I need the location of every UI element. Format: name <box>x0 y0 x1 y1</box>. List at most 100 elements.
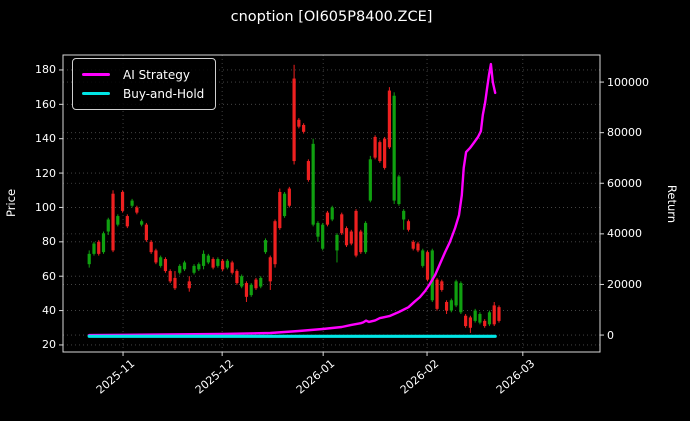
candle-body <box>368 159 372 201</box>
candle-body <box>416 243 420 251</box>
candle-body <box>163 259 168 272</box>
candle-body <box>173 277 177 289</box>
candle-body <box>311 143 315 225</box>
candle-body <box>130 200 134 206</box>
candle-body <box>268 257 272 282</box>
candle-body <box>387 90 391 148</box>
price-axis-label: Price <box>4 188 18 218</box>
candle-body <box>216 259 220 266</box>
candle-body <box>435 279 439 309</box>
return-tick-label: 100000 <box>607 75 649 89</box>
candle-body <box>287 188 291 206</box>
candle-body <box>168 271 172 282</box>
price-tick-label: 20 <box>42 338 56 352</box>
candle-body <box>454 281 458 306</box>
candle-body <box>221 260 225 270</box>
candle-body <box>335 234 339 251</box>
candle-body <box>440 281 444 290</box>
candle-body <box>259 277 263 287</box>
legend-label: AI Strategy <box>123 67 190 82</box>
legend-item-buy-and-hold: Buy-and-Hold <box>82 84 204 103</box>
candle-body <box>492 305 496 325</box>
candle-body <box>187 281 191 289</box>
candle-body <box>487 312 492 325</box>
candle-body <box>478 314 482 323</box>
candle-body <box>316 222 320 237</box>
candle-body <box>116 216 120 225</box>
return-tick-label: 60000 <box>607 176 642 190</box>
candle-body <box>349 231 353 244</box>
series-ai-strategy <box>87 62 497 337</box>
candle-body <box>254 279 258 289</box>
candle-body <box>383 138 387 168</box>
candle-body <box>182 262 187 270</box>
candle-body <box>135 207 139 213</box>
price-tick-label: 140 <box>35 132 56 146</box>
candle-body <box>192 265 196 273</box>
return-axis-label: Return <box>665 184 679 224</box>
candle-body <box>87 253 91 265</box>
candle-body <box>302 124 306 132</box>
candle-body <box>321 224 325 249</box>
candle-body <box>273 221 277 265</box>
candle-body <box>497 307 501 321</box>
candle-body <box>178 265 182 273</box>
candle-body <box>106 219 110 232</box>
candle-body <box>473 310 477 321</box>
candle-body <box>201 253 206 266</box>
return-tick-label: 0 <box>607 328 614 342</box>
ai-strategy-line-swatch <box>82 72 110 77</box>
price-tick-label: 160 <box>35 97 56 111</box>
candle-body <box>425 252 430 280</box>
candle-body <box>340 214 344 234</box>
candle-body <box>101 233 106 253</box>
candle-body <box>282 193 287 217</box>
candle-body <box>197 264 201 270</box>
candle-body <box>354 210 358 256</box>
candle-body <box>406 221 411 230</box>
candle-body <box>206 255 210 263</box>
price-tick-label: 60 <box>42 269 56 283</box>
price-tick-label: 80 <box>42 235 56 249</box>
candle-body <box>344 228 349 246</box>
candle-body <box>468 317 472 328</box>
candle-body <box>297 119 301 127</box>
candle-body <box>263 240 268 253</box>
candle-body <box>363 222 368 253</box>
candle-body <box>392 95 396 201</box>
candle-body <box>111 193 115 251</box>
candle-body <box>397 176 401 205</box>
plot-border <box>62 54 601 353</box>
candle-body <box>92 243 96 254</box>
candle-body <box>125 216 129 227</box>
return-tick-label: 20000 <box>607 277 642 291</box>
candle-body <box>378 142 382 162</box>
candle-body <box>421 250 425 266</box>
candle-body <box>359 231 363 253</box>
candle-body <box>159 257 163 266</box>
candle-body <box>140 221 144 225</box>
return-tick-label: 40000 <box>607 227 642 241</box>
candle-body <box>144 224 148 241</box>
candle-body <box>240 276 244 287</box>
candle-body <box>325 212 330 225</box>
candle-body <box>249 284 253 296</box>
candle-body <box>154 250 158 263</box>
candle-body <box>120 191 125 211</box>
legend-label: Buy-and-Hold <box>123 86 205 101</box>
candle-body <box>306 161 310 180</box>
price-tick-label: 120 <box>35 166 56 180</box>
candle-body <box>97 241 101 254</box>
price-tick-label: 100 <box>35 200 56 214</box>
chart-title: cnoption [OI605P8400.ZCE] <box>230 9 433 25</box>
candle-body <box>430 250 434 301</box>
buy-and-hold-line-swatch <box>82 91 110 96</box>
candle-body <box>373 136 377 158</box>
legend: AI Strategy Buy-and-Hold <box>72 58 217 110</box>
candle-body <box>330 207 334 220</box>
candle-body <box>464 315 468 327</box>
candle-body <box>244 283 249 297</box>
candle-body <box>402 210 406 220</box>
legend-item-ai-strategy: AI Strategy <box>82 65 204 84</box>
